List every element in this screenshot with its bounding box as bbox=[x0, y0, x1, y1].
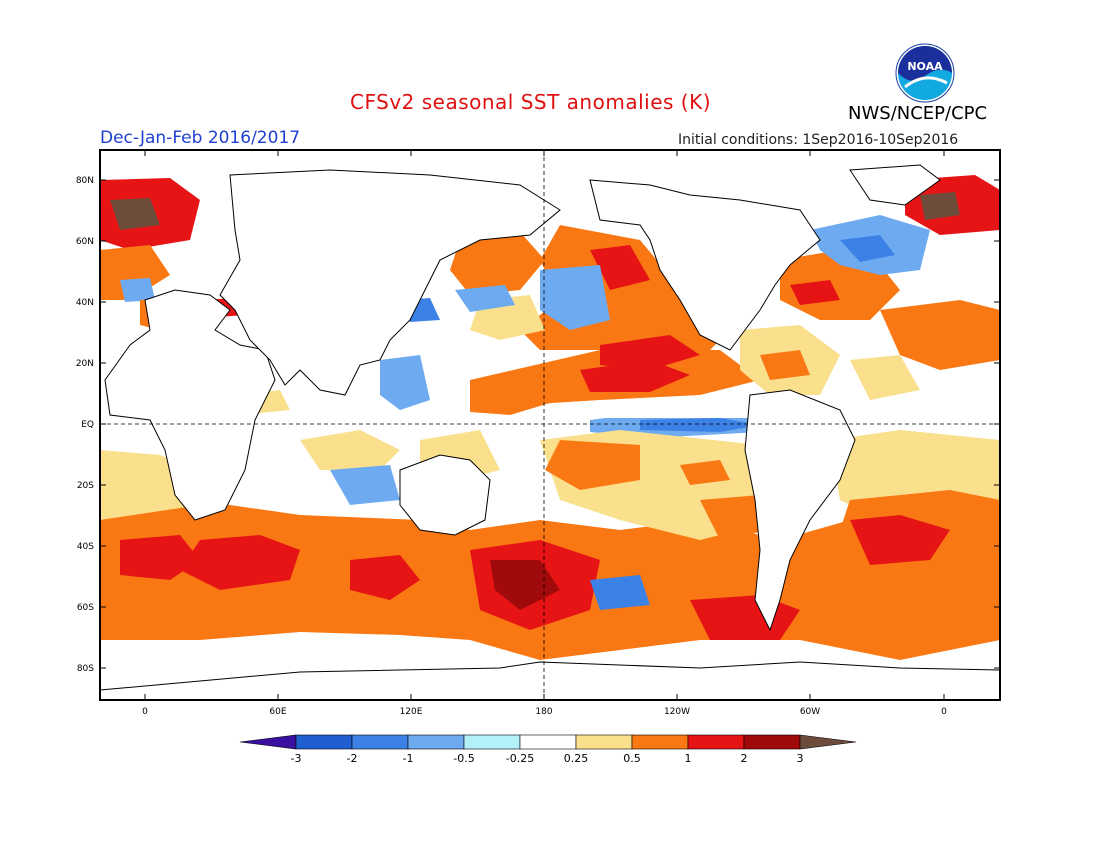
map-title: CFSv2 seasonal SST anomalies (K) bbox=[350, 90, 711, 114]
colorbar-label: 0.5 bbox=[623, 752, 641, 765]
lon-tick-label: 60W bbox=[800, 707, 820, 717]
lon-tick-label: 60E bbox=[269, 707, 286, 717]
colorbar-swatch bbox=[295, 734, 353, 750]
colorbar-label: 3 bbox=[797, 752, 804, 765]
colorbar-swatch bbox=[631, 734, 689, 750]
lat-tick-label: 20N bbox=[76, 359, 94, 369]
lon-tick-label: 0 bbox=[941, 707, 947, 717]
colorbar-min-arrow bbox=[239, 734, 297, 750]
lat-tick-label: 60N bbox=[76, 237, 94, 247]
latitude-ticks: 80N 60N 40N 20N EQ 20S 40S 60S 80S bbox=[76, 176, 1000, 674]
lat-tick-label: 40S bbox=[77, 542, 94, 552]
colorbar-swatch bbox=[463, 734, 521, 750]
colorbar: -3 -2 -1 -0.5 -0.25 0.25 0.5 1 2 3 bbox=[239, 734, 857, 765]
season-label: Dec-Jan-Feb 2016/2017 bbox=[100, 128, 301, 148]
colorbar-swatch bbox=[351, 734, 409, 750]
colorbar-label: -3 bbox=[291, 752, 302, 765]
initial-conditions-label: Initial conditions: 1Sep2016-10Sep2016 bbox=[678, 132, 959, 148]
colorbar-label: -0.5 bbox=[453, 752, 474, 765]
land-outlines bbox=[100, 164, 1000, 700]
colorbar-label: -2 bbox=[347, 752, 358, 765]
agency-label: NWS/NCEP/CPC bbox=[848, 103, 988, 124]
lon-tick-label: 120W bbox=[664, 707, 690, 717]
colorbar-swatch bbox=[519, 734, 577, 750]
lat-tick-label: 40N bbox=[76, 298, 94, 308]
lat-tick-label: EQ bbox=[81, 420, 94, 430]
lat-tick-label: 80N bbox=[76, 176, 94, 186]
colorbar-label: 0.25 bbox=[564, 752, 589, 765]
lon-tick-label: 180 bbox=[535, 707, 552, 717]
map-frame bbox=[99, 149, 1001, 701]
lon-tick-label: 0 bbox=[142, 707, 148, 717]
colorbar-label: -1 bbox=[403, 752, 414, 765]
colorbar-label: -0.25 bbox=[506, 752, 534, 765]
longitude-ticks: 0 60E 120E 180 120W 60W 0 bbox=[142, 150, 947, 717]
lat-tick-label: 20S bbox=[77, 481, 94, 491]
colorbar-max-arrow bbox=[799, 734, 857, 750]
colorbar-label: 2 bbox=[741, 752, 748, 765]
logo-text: NOAA bbox=[907, 60, 943, 73]
colorbar-swatch bbox=[575, 734, 633, 750]
colorbar-label: 1 bbox=[685, 752, 692, 765]
colorbar-swatch bbox=[743, 734, 801, 750]
lon-tick-label: 120E bbox=[400, 707, 423, 717]
noaa-logo: NOAA bbox=[895, 43, 955, 103]
lat-tick-label: 80S bbox=[77, 664, 94, 674]
colorbar-swatch bbox=[407, 734, 465, 750]
colorbar-swatch bbox=[687, 734, 745, 750]
lat-tick-label: 60S bbox=[77, 603, 94, 613]
